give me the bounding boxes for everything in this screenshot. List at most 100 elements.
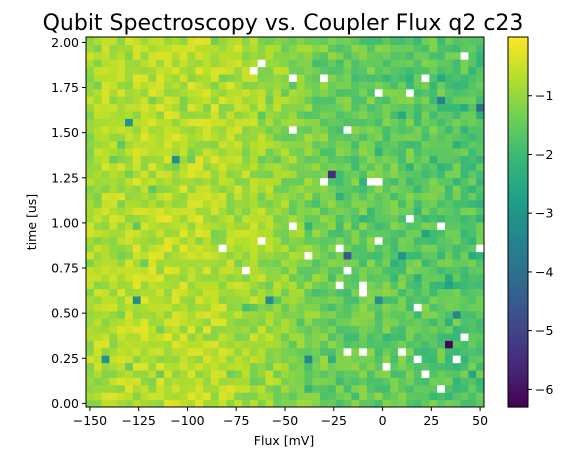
- heatmap-cell: [476, 155, 485, 164]
- heatmap-cell: [140, 37, 149, 45]
- heatmap-cell: [249, 103, 259, 112]
- heatmap-cell: [304, 214, 313, 223]
- heatmap-cell: [218, 318, 227, 327]
- heatmap-cell: [476, 266, 485, 275]
- heatmap-cell: [327, 399, 337, 408]
- heatmap-cell: [195, 333, 204, 341]
- colorbar-strip: [508, 268, 528, 272]
- heatmap-cell: [148, 340, 157, 349]
- heatmap-cell: [187, 303, 196, 312]
- y-tick-label: 1.25: [51, 170, 79, 185]
- heatmap-cell: [429, 340, 438, 349]
- heatmap-cell: [187, 103, 196, 112]
- heatmap-cell: [304, 399, 313, 408]
- heatmap-cell: [140, 296, 149, 304]
- heatmap-cell: [359, 273, 368, 282]
- heatmap-cell: [101, 59, 110, 68]
- heatmap-cell: [234, 199, 243, 208]
- colorbar-strip: [508, 391, 528, 396]
- heatmap-cell: [320, 118, 329, 127]
- heatmap-cell: [398, 273, 407, 282]
- heatmap-cell: [304, 51, 313, 60]
- heatmap-cell: [203, 118, 212, 127]
- heatmap-cell: [452, 148, 462, 156]
- colorbar-strip: [508, 104, 528, 109]
- heatmap-cell: [109, 318, 118, 327]
- heatmap-cell: [210, 244, 220, 253]
- heatmap-cell: [382, 399, 391, 408]
- heatmap-cell: [413, 103, 423, 112]
- colorbar-strip: [508, 299, 528, 303]
- heatmap-cell: [398, 251, 407, 260]
- heatmap-cell: [281, 177, 290, 186]
- heatmap-cell: [366, 185, 376, 193]
- heatmap-cell: [93, 296, 103, 304]
- heatmap-cell: [93, 155, 103, 164]
- heatmap-cell: [164, 88, 173, 97]
- heatmap-cell: [405, 281, 415, 290]
- colorbar-strip: [508, 308, 528, 313]
- heatmap-cell: [109, 51, 118, 60]
- heatmap-cell: [452, 377, 462, 386]
- heatmap-cell: [187, 370, 196, 378]
- heatmap-cell: [382, 118, 391, 127]
- heatmap-cell: [101, 362, 110, 371]
- heatmap-cell: [382, 59, 391, 68]
- heatmap-cell: [148, 81, 157, 90]
- heatmap-cell: [382, 370, 391, 378]
- heatmap-cell: [93, 148, 103, 156]
- heatmap-cell: [210, 59, 220, 68]
- heatmap-cell: [203, 111, 212, 119]
- heatmap-cell: [351, 229, 360, 238]
- colorbar-strip: [508, 388, 528, 393]
- heatmap-cell: [320, 392, 329, 401]
- heatmap-cell: [125, 222, 134, 230]
- heatmap-cell: [444, 214, 454, 223]
- heatmap-cell: [320, 74, 329, 82]
- heatmap-cell: [101, 296, 110, 304]
- heatmap-cell: [125, 296, 134, 304]
- heatmap-cell: [226, 340, 235, 349]
- heatmap-cell: [398, 118, 407, 127]
- heatmap-cell: [437, 103, 446, 112]
- heatmap-cell: [296, 170, 306, 179]
- heatmap-cell: [460, 236, 469, 245]
- heatmap-cell: [296, 74, 306, 82]
- heatmap-cell: [296, 125, 306, 134]
- heatmap-cell: [210, 125, 220, 134]
- heatmap-cell: [327, 296, 337, 304]
- heatmap-cell: [390, 251, 399, 260]
- heatmap-cell: [148, 111, 157, 119]
- heatmap-cell: [125, 281, 134, 290]
- heatmap-cell: [452, 66, 462, 75]
- heatmap-cell: [390, 44, 399, 53]
- heatmap-cell: [187, 266, 196, 275]
- heatmap-cell: [429, 192, 438, 201]
- heatmap-cell: [140, 362, 149, 371]
- heatmap-cell: [421, 66, 430, 75]
- y-tick-label: 2.00: [51, 35, 79, 50]
- y-axis-label: time [us]: [24, 194, 39, 250]
- heatmap-cell: [281, 81, 290, 90]
- heatmap-cell: [359, 155, 368, 164]
- heatmap-cell: [242, 310, 251, 319]
- heatmap-cell: [187, 392, 196, 401]
- heatmap-cell: [460, 44, 469, 53]
- heatmap-cell: [257, 118, 266, 127]
- heatmap-cell: [343, 281, 352, 290]
- colorbar-strip: [508, 379, 528, 383]
- heatmap-cell: [93, 318, 103, 327]
- heatmap-cell: [421, 288, 430, 297]
- heatmap-cell: [265, 325, 274, 334]
- heatmap-cell: [429, 318, 438, 327]
- heatmap-cell: [195, 355, 204, 364]
- heatmap-cell: [218, 259, 227, 267]
- heatmap-cell: [460, 266, 469, 275]
- heatmap-cell: [343, 51, 352, 60]
- heatmap-cell: [320, 377, 329, 386]
- heatmap-cell: [265, 177, 274, 186]
- heatmap-cell: [164, 340, 173, 349]
- heatmap-cell: [242, 81, 251, 90]
- heatmap-cell: [179, 74, 188, 82]
- heatmap-cell: [132, 140, 142, 149]
